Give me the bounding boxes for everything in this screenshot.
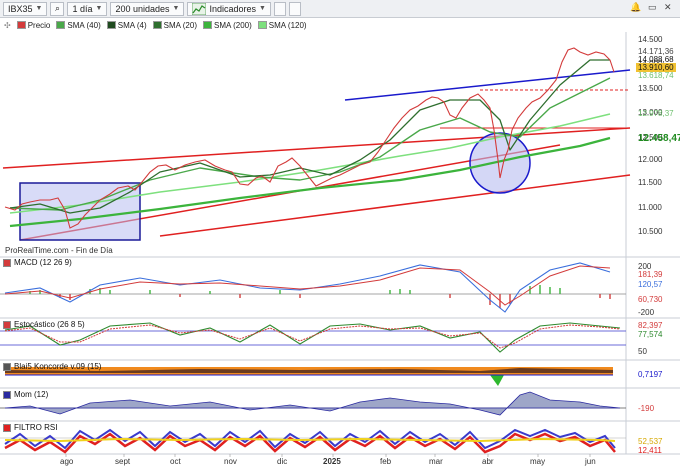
price-tick: 12.000	[638, 155, 663, 164]
macd-label[interactable]: MACD (12 26 9)	[3, 258, 72, 267]
price-tick: 14.500	[638, 35, 663, 44]
chevron-down-icon: ▼	[95, 5, 103, 12]
units-selector[interactable]: 200 unidades ▼	[110, 1, 185, 16]
momentum-panel[interactable]	[0, 391, 626, 416]
legend-item-sma200[interactable]: SMA (200)	[202, 21, 252, 30]
close-icon[interactable]: ✕	[664, 2, 672, 12]
macd-tag: 60,730	[638, 295, 663, 304]
minimize-icon[interactable]: ▭	[648, 2, 657, 12]
x-axis-label: abr	[482, 457, 494, 466]
toolbar-square-button[interactable]	[273, 1, 286, 16]
period-selector[interactable]: 1 día ▼	[67, 1, 108, 16]
price-tick: 13.500	[638, 84, 663, 93]
search-button[interactable]: ⌕	[50, 1, 65, 16]
toolbar-square-button-2[interactable]	[288, 1, 301, 16]
price-tag-last: 13.910,60	[636, 63, 676, 72]
macd-tag: 120,57	[638, 280, 663, 289]
data-source: ProRealTime.com - Fin de Día	[5, 246, 113, 255]
mom-tag: -190	[638, 404, 655, 413]
koncorde-panel[interactable]	[5, 367, 613, 386]
units-label: 200 unidades	[115, 3, 170, 14]
legend-item-precio[interactable]: Precio	[16, 21, 50, 30]
filtro-tag: 12,411	[638, 446, 662, 455]
legend-item-sma20[interactable]: SMA (20)	[152, 21, 197, 30]
price-tick: 11.500	[638, 178, 662, 187]
indicators-button[interactable]: Indicadores ▼	[187, 1, 271, 16]
stoch-tag: 77,574	[638, 330, 663, 339]
x-axis-label: jun	[585, 457, 596, 466]
x-axis-label: ago	[60, 457, 74, 466]
legend-drag-handle[interactable]: ✣	[4, 20, 11, 30]
chevron-down-icon: ▼	[258, 5, 266, 12]
x-axis-label: may	[530, 457, 546, 466]
price-tag-high: 14.171,36	[638, 47, 674, 56]
koncorde-label[interactable]: Blai5 Koncorde v.09 (15)	[3, 362, 101, 371]
indicators-label: Indicadores	[209, 3, 256, 14]
x-axis-label: feb	[380, 457, 392, 466]
legend-item-sma4[interactable]: SMA (4)	[106, 21, 147, 30]
stoch-tick: 50	[638, 347, 647, 356]
legend-item-sma120[interactable]: SMA (120)	[257, 21, 307, 30]
price-tag-sma4: 14.088,68	[638, 55, 674, 64]
x-axis-label: dic	[277, 457, 288, 466]
search-icon: ⌕	[54, 3, 60, 13]
filtro-tag: 52,537	[638, 437, 663, 446]
macd-tick: 200	[638, 262, 652, 271]
price-tag-sma120: 12.978,37	[638, 109, 674, 118]
macd-tag: 181,39	[638, 270, 663, 279]
price-tag-sma200: 12.458,47	[638, 133, 680, 144]
x-axis-label: 2025	[323, 457, 341, 466]
chevron-down-icon: ▼	[35, 5, 43, 12]
chevron-down-icon: ▼	[172, 5, 180, 12]
koncorde-tag: 0,7197	[638, 370, 663, 379]
price-series	[4, 47, 615, 229]
x-axis-label: nov	[224, 457, 237, 466]
instrument-selector[interactable]: IBX35 ▼	[3, 1, 48, 16]
stoch-tag: 82,397	[638, 321, 663, 330]
filtro-rsi-label[interactable]: FILTRO RSI	[3, 423, 57, 432]
x-axis-label: oct	[170, 457, 181, 466]
stochastic-panel[interactable]	[0, 322, 626, 353]
indicators-icon	[192, 2, 207, 15]
price-tick: 10.500	[638, 227, 663, 236]
price-tag-sma20: 13.618,74	[638, 71, 674, 80]
filtro-rsi-panel[interactable]	[0, 428, 626, 454]
x-axis-label: mar	[429, 457, 443, 466]
instrument-label: IBX35	[8, 3, 33, 14]
stochastic-label[interactable]: Estocástico (26 8 5)	[3, 320, 85, 329]
period-label: 1 día	[72, 3, 93, 14]
alert-icon[interactable]: 🔔	[630, 2, 642, 12]
price-tick: 12.500	[638, 133, 663, 142]
price-tick: 13.000	[638, 108, 663, 117]
macd-panel[interactable]	[0, 262, 626, 313]
price-legend: ✣ Precio SMA (40) SMA (4) SMA (20) SMA (…	[4, 19, 313, 31]
mom-label[interactable]: Mom (12)	[3, 390, 48, 399]
price-tick: 11.000	[638, 203, 662, 212]
x-axis-label: sept	[115, 457, 131, 466]
macd-tick: -200	[638, 308, 655, 317]
legend-item-sma40[interactable]: SMA (40)	[56, 21, 101, 30]
toolbar: IBX35 ▼ ⌕ 1 día ▼ 200 unidades ▼ Indicad…	[0, 0, 680, 18]
